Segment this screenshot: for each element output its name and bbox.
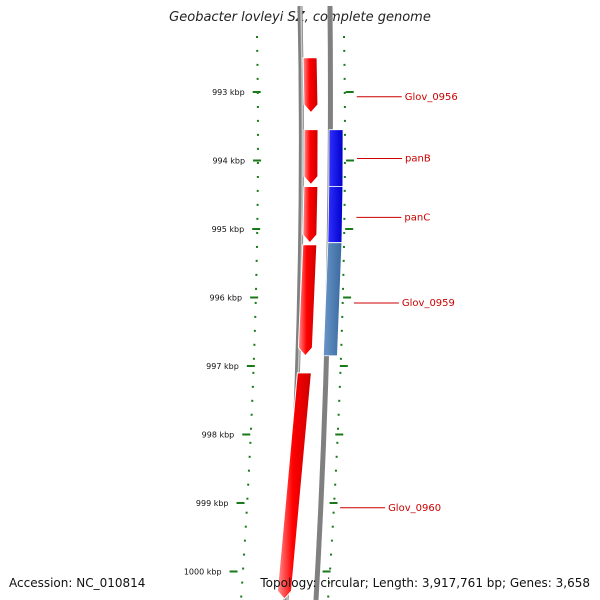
gene-label[interactable]: Glov_0959	[402, 298, 455, 309]
gene-block[interactable]	[327, 186, 344, 244]
gene-arrow[interactable]	[302, 186, 319, 244]
gene-label[interactable]: panB	[405, 153, 431, 164]
ruler-tick-label: 993 kbp	[212, 88, 245, 97]
forward-strand-layer	[276, 57, 319, 600]
ruler-tick-label: 994 kbp	[212, 157, 245, 166]
gene-label[interactable]: Glov_0960	[388, 503, 441, 514]
gene-block[interactable]	[322, 242, 343, 357]
left-ruler-dots	[240, 35, 259, 600]
gene-arrow[interactable]	[302, 57, 319, 114]
gene-arrow[interactable]	[297, 244, 318, 357]
ruler-tick-label: 995 kbp	[212, 225, 245, 234]
ruler-tick-label: 996 kbp	[209, 294, 242, 303]
ruler-tick-label: 997 kbp	[206, 362, 239, 371]
ruler-ticks-layer: 993 kbp 994 kbp 995 kbp 996 kbp 997 kbp 998 k…	[184, 88, 355, 577]
gene-arrow[interactable]	[303, 129, 319, 186]
ruler-tick-label: 1000 kbp	[184, 568, 222, 577]
gene-block[interactable]	[328, 129, 344, 187]
ruler-tick-label: 999 kbp	[196, 499, 229, 508]
gene-label[interactable]: panC	[404, 212, 430, 223]
reverse-strand-layer	[322, 129, 344, 357]
gene-arrow[interactable]	[276, 372, 312, 600]
gene-label[interactable]: Glov_0956	[405, 92, 458, 103]
ruler-tick-label: 998 kbp	[202, 431, 235, 440]
genome-stats-text: Topology: circular; Length: 3,917,761 bp…	[260, 576, 590, 590]
gene-labels-layer: Glov_0956 panB panC Glov_0959 Glov_0960	[340, 92, 458, 514]
accession-text: Accession: NC_010814	[9, 576, 146, 590]
